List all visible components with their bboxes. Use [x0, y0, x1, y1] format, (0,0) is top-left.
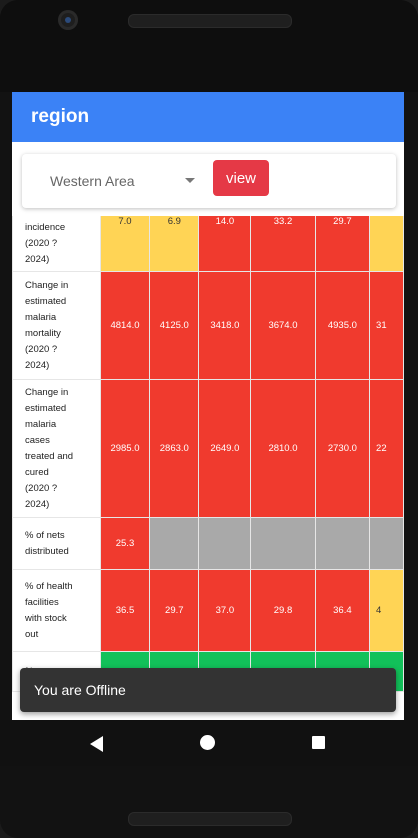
- table-cell: 6.9: [150, 216, 199, 272]
- row-label-line: (2020 ?: [25, 481, 96, 497]
- row-label-line: with stock: [25, 611, 96, 627]
- row-label-line: 2024): [25, 358, 96, 374]
- row-label-line: % of health: [25, 579, 96, 595]
- region-select[interactable]: Western Area: [40, 164, 202, 196]
- app-bar: region: [12, 92, 404, 142]
- row-label-line: treated and: [25, 449, 96, 465]
- table-cell: 2649.0: [199, 380, 251, 518]
- table-cell: 2863.0: [150, 380, 199, 518]
- table-cell: 4: [370, 570, 404, 652]
- table-cell: [251, 518, 315, 570]
- row-label-line: estimated: [25, 294, 96, 310]
- table-row: incidence (2020 ? 2024) 7.0 6.9 14.0 33.2 29.7: [13, 216, 404, 272]
- table-cell: 4814.0: [100, 272, 149, 380]
- table-cell: 29.7: [150, 570, 199, 652]
- row-label: incidence (2020 ? 2024): [13, 216, 101, 272]
- table-cell: 3674.0: [251, 272, 315, 380]
- row-label-line: cured: [25, 465, 96, 481]
- back-icon[interactable]: [90, 736, 103, 752]
- row-label: Change in estimated malaria mortality (2020 …: [13, 272, 101, 380]
- recent-apps-icon[interactable]: [312, 736, 325, 749]
- region-select-value: Western Area: [50, 173, 135, 189]
- row-label-line: 2024): [25, 252, 96, 268]
- row-label-line: (2020 ?: [25, 236, 96, 252]
- row-label-line: malaria: [25, 310, 96, 326]
- table-cell: [370, 216, 404, 272]
- view-button[interactable]: view: [213, 160, 269, 196]
- table-cell: 33.2: [251, 216, 315, 272]
- row-label-line: malaria: [25, 417, 96, 433]
- data-table: incidence (2020 ? 2024) 7.0 6.9 14.0 33.2 29.7 C…: [12, 216, 404, 692]
- home-icon[interactable]: [200, 735, 215, 750]
- table-cell: 2730.0: [315, 380, 369, 518]
- table-row: Change in estimated malaria mortality (2020 …: [13, 272, 404, 380]
- row-label-line: incidence: [25, 220, 96, 236]
- row-label: Change in estimated malaria cases treated an…: [13, 380, 101, 518]
- table-cell: [150, 518, 199, 570]
- row-label-line: Change in: [25, 278, 96, 294]
- row-label-line: Change in: [25, 385, 96, 401]
- table-cell: 36.5: [100, 570, 149, 652]
- table-cell: 14.0: [199, 216, 251, 272]
- table-cell: 2810.0: [251, 380, 315, 518]
- indicator-table[interactable]: incidence (2020 ? 2024) 7.0 6.9 14.0 33.2 29.7 C…: [12, 216, 404, 720]
- table-cell: [315, 518, 369, 570]
- table-row: % of nets distributed 25.3: [13, 518, 404, 570]
- table-cell: 25.3: [100, 518, 149, 570]
- row-label-line: (2020 ?: [25, 342, 96, 358]
- table-row: % of health facilities with stock out 36.5 29…: [13, 570, 404, 652]
- table-cell: 31: [370, 272, 404, 380]
- row-label: % of nets distributed: [13, 518, 101, 570]
- speaker-grille: [128, 14, 292, 28]
- table-cell: 36.4: [315, 570, 369, 652]
- table-cell: 22: [370, 380, 404, 518]
- bottom-speaker-grille: [128, 812, 292, 826]
- table-cell: 7.0: [100, 216, 149, 272]
- table-cell: 4125.0: [150, 272, 199, 380]
- table-cell: 2985.0: [100, 380, 149, 518]
- table-cell: 37.0: [199, 570, 251, 652]
- table-cell: 29.8: [251, 570, 315, 652]
- snackbar-message: You are Offline: [34, 682, 126, 698]
- row-label-line: cases: [25, 433, 96, 449]
- chevron-down-icon: [185, 178, 195, 183]
- row-label-line: estimated: [25, 401, 96, 417]
- row-label-line: out: [25, 627, 96, 643]
- filter-card: Western Area view: [22, 154, 396, 208]
- row-label-line: % of nets: [25, 528, 96, 544]
- row-label-line: mortality: [25, 326, 96, 342]
- table-cell: 3418.0: [199, 272, 251, 380]
- table-cell: [199, 518, 251, 570]
- table-cell: 29.7: [315, 216, 369, 272]
- row-label-line: 2024): [25, 497, 96, 513]
- table-cell: 4935.0: [315, 272, 369, 380]
- table-row: Change in estimated malaria cases treated an…: [13, 380, 404, 518]
- top-bezel: [0, 0, 418, 92]
- camera-icon: [58, 10, 78, 30]
- row-label-line: distributed: [25, 544, 96, 560]
- app-screen: region incidence (2020 ? 2024) 7.0 6.9 14.0 33…: [12, 92, 404, 720]
- page-title: region: [31, 106, 89, 128]
- offline-snackbar: You are Offline: [20, 668, 396, 712]
- row-label: % of health facilities with stock out: [13, 570, 101, 652]
- table-cell: [370, 518, 404, 570]
- row-label-line: facilities: [25, 595, 96, 611]
